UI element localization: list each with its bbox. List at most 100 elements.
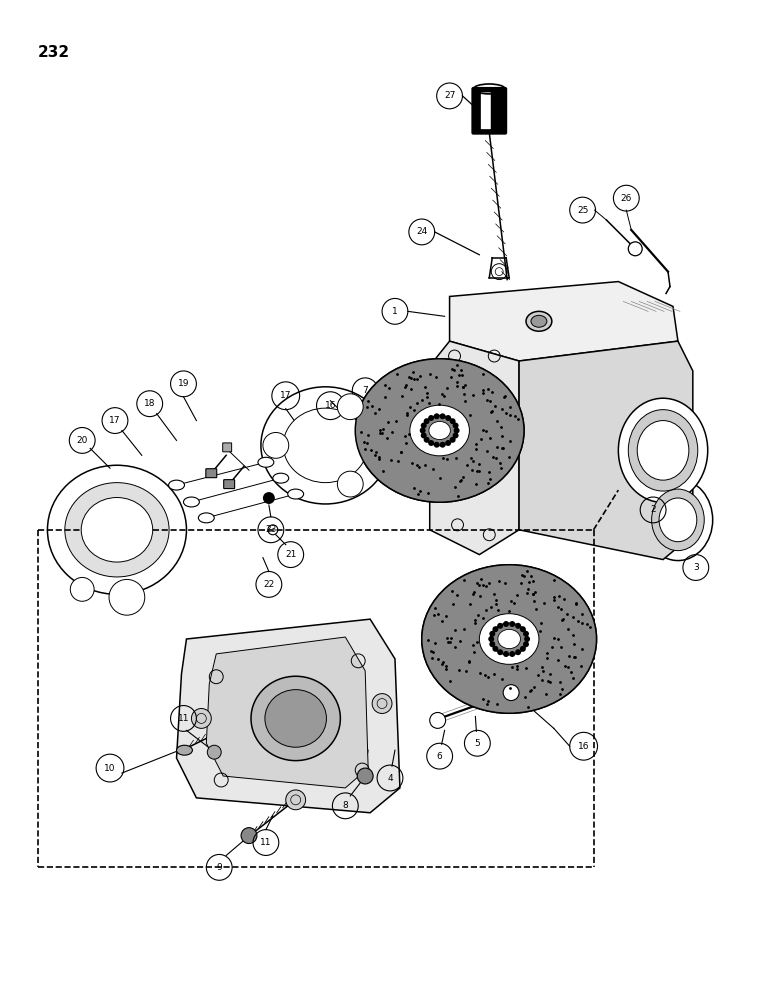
- FancyBboxPatch shape: [224, 480, 235, 489]
- Ellipse shape: [429, 421, 450, 440]
- Circle shape: [509, 621, 516, 627]
- Circle shape: [440, 413, 445, 419]
- Circle shape: [452, 423, 459, 429]
- Circle shape: [263, 432, 289, 458]
- Circle shape: [338, 471, 363, 497]
- Circle shape: [503, 621, 509, 627]
- Circle shape: [70, 577, 94, 601]
- Ellipse shape: [168, 480, 185, 490]
- Circle shape: [428, 415, 434, 421]
- Ellipse shape: [422, 565, 597, 713]
- Circle shape: [492, 646, 498, 652]
- Text: 2: 2: [651, 505, 656, 514]
- Text: 25: 25: [577, 206, 588, 215]
- Polygon shape: [519, 341, 693, 560]
- Circle shape: [520, 626, 526, 632]
- Ellipse shape: [651, 489, 704, 551]
- Text: 24: 24: [417, 227, 427, 236]
- Circle shape: [430, 712, 445, 728]
- Text: 23: 23: [265, 525, 277, 534]
- Ellipse shape: [288, 489, 303, 499]
- Text: 27: 27: [444, 91, 456, 100]
- Ellipse shape: [355, 359, 524, 502]
- Circle shape: [524, 636, 530, 642]
- Text: 5: 5: [474, 739, 480, 748]
- Ellipse shape: [422, 565, 597, 713]
- FancyBboxPatch shape: [473, 88, 506, 134]
- Text: 4: 4: [387, 774, 393, 783]
- Circle shape: [285, 790, 306, 810]
- Ellipse shape: [273, 473, 289, 483]
- Circle shape: [420, 423, 427, 429]
- Circle shape: [450, 437, 456, 443]
- FancyBboxPatch shape: [392, 402, 399, 415]
- Circle shape: [450, 418, 456, 424]
- Circle shape: [523, 631, 529, 637]
- Ellipse shape: [251, 676, 340, 761]
- Circle shape: [520, 646, 526, 652]
- Ellipse shape: [434, 412, 514, 489]
- Circle shape: [428, 440, 434, 446]
- Ellipse shape: [491, 623, 528, 655]
- Text: 18: 18: [144, 399, 155, 408]
- Ellipse shape: [447, 424, 502, 477]
- Polygon shape: [430, 341, 519, 555]
- Polygon shape: [449, 282, 678, 361]
- Text: 11: 11: [261, 838, 271, 847]
- Ellipse shape: [176, 745, 193, 755]
- Ellipse shape: [498, 629, 520, 649]
- Text: 21: 21: [285, 550, 296, 559]
- FancyBboxPatch shape: [480, 92, 491, 129]
- Ellipse shape: [65, 483, 169, 577]
- Text: 3: 3: [693, 563, 699, 572]
- Circle shape: [420, 428, 426, 433]
- Text: 7: 7: [362, 386, 368, 395]
- Circle shape: [515, 649, 521, 655]
- Circle shape: [434, 442, 440, 448]
- Circle shape: [489, 631, 495, 637]
- Text: 9: 9: [216, 863, 222, 872]
- Circle shape: [492, 626, 498, 632]
- Text: 232: 232: [37, 45, 69, 60]
- Ellipse shape: [480, 614, 539, 664]
- Text: 19: 19: [178, 379, 190, 388]
- Circle shape: [420, 432, 427, 438]
- Text: 26: 26: [621, 194, 632, 203]
- Circle shape: [503, 685, 519, 701]
- Ellipse shape: [637, 421, 689, 480]
- Circle shape: [263, 492, 275, 504]
- Ellipse shape: [198, 513, 215, 523]
- Circle shape: [515, 623, 521, 629]
- Circle shape: [424, 437, 430, 443]
- Text: 22: 22: [263, 580, 275, 589]
- Circle shape: [241, 828, 257, 844]
- FancyBboxPatch shape: [223, 443, 232, 452]
- Ellipse shape: [283, 408, 367, 483]
- Circle shape: [434, 413, 440, 419]
- Text: 17: 17: [280, 391, 292, 400]
- Ellipse shape: [258, 457, 274, 467]
- Ellipse shape: [265, 690, 327, 747]
- Ellipse shape: [531, 315, 547, 327]
- Circle shape: [440, 442, 445, 448]
- Ellipse shape: [659, 498, 697, 542]
- Circle shape: [489, 641, 495, 647]
- Circle shape: [503, 651, 509, 657]
- Text: 11: 11: [178, 714, 190, 723]
- Polygon shape: [207, 637, 368, 788]
- Ellipse shape: [81, 498, 153, 562]
- Circle shape: [452, 432, 459, 438]
- Circle shape: [191, 709, 211, 728]
- Text: 10: 10: [105, 764, 115, 773]
- Text: 16: 16: [578, 742, 590, 751]
- Circle shape: [445, 440, 451, 446]
- Circle shape: [488, 636, 495, 642]
- Circle shape: [424, 418, 430, 424]
- Circle shape: [372, 694, 392, 713]
- Ellipse shape: [261, 387, 390, 504]
- Circle shape: [445, 415, 451, 421]
- Ellipse shape: [355, 359, 524, 502]
- Text: 17: 17: [109, 416, 121, 425]
- Polygon shape: [176, 619, 400, 813]
- Ellipse shape: [410, 405, 470, 456]
